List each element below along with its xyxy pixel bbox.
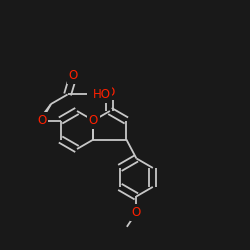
Text: O: O	[105, 86, 115, 98]
Text: HO: HO	[92, 88, 110, 101]
Text: O: O	[37, 114, 46, 127]
Text: O: O	[69, 69, 78, 82]
Text: O: O	[89, 114, 98, 127]
Text: O: O	[132, 206, 141, 219]
